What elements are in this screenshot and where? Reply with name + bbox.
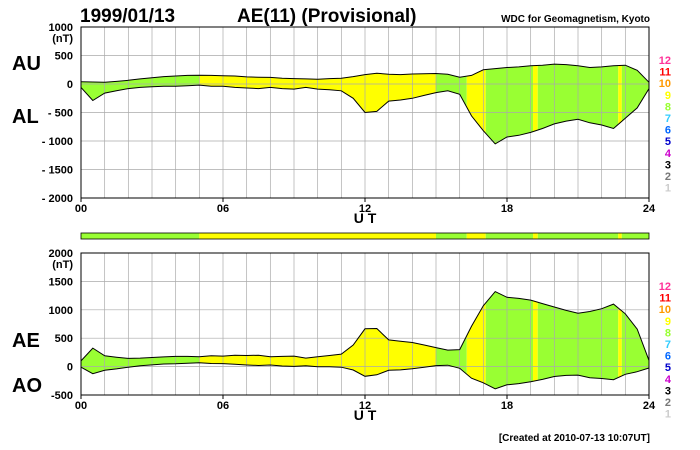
au-al-band-fill bbox=[618, 65, 622, 125]
au-al-series-al bbox=[80, 84, 650, 145]
station-strip-segment bbox=[199, 233, 436, 239]
ae-ao-xtick-label: 24 bbox=[643, 400, 656, 412]
au-al-bands bbox=[81, 64, 649, 144]
ae-ao-band-fill bbox=[81, 348, 200, 374]
au-al-legend-item-11: 11 bbox=[659, 67, 671, 79]
station-strip-segment bbox=[533, 233, 538, 239]
ae-ao-legend-item-4: 4 bbox=[665, 374, 672, 386]
au-al-ytick-label: 0 bbox=[67, 79, 73, 91]
ae-ao-xtick-label: 00 bbox=[75, 400, 87, 412]
ae-ao-band-fill bbox=[466, 302, 486, 385]
au-al-band-fill bbox=[436, 73, 467, 108]
ae-ao-legend-item-3: 3 bbox=[665, 385, 671, 397]
au-al-band-fill bbox=[466, 69, 486, 134]
station-strip-segment bbox=[485, 233, 534, 239]
ae-ao-legend-item-7: 7 bbox=[665, 339, 671, 351]
ae-ao-ytick-label: 1500 bbox=[49, 276, 73, 288]
ae-ao-ytick-label: 2000 bbox=[49, 248, 73, 260]
created-timestamp: [Created at 2010-07-13 10:07UT] bbox=[499, 433, 650, 444]
ae-ao-band-fill bbox=[485, 291, 534, 389]
ae-ao-xtick-label: 06 bbox=[217, 400, 229, 412]
au-al-legend-item-3: 3 bbox=[665, 159, 671, 171]
au-al-band-fill bbox=[621, 65, 649, 122]
ae-ao-legend-item-9: 9 bbox=[665, 316, 671, 328]
ae-ao-band-fill bbox=[621, 310, 649, 376]
ae-ao-ytick-label: -500 bbox=[51, 390, 73, 402]
source-label: WDC for Geomagnetism, Kyoto bbox=[501, 14, 650, 25]
station-strip-segment bbox=[436, 233, 467, 239]
au-al-legend-item-9: 9 bbox=[665, 90, 671, 102]
ae-ao-legend-item-2: 2 bbox=[665, 397, 671, 409]
ae-ao-band-fill bbox=[533, 300, 538, 382]
au-al-band-fill bbox=[485, 65, 534, 144]
ae-ao-legend-item-6: 6 bbox=[665, 351, 671, 363]
ae-ao-xtick-label: 12 bbox=[359, 400, 371, 412]
ae-ao-ytick-label: 1000 bbox=[49, 305, 73, 317]
au-al-ytick-label: - 2000 bbox=[42, 193, 73, 205]
au-al-label-au: AU bbox=[12, 53, 41, 75]
au-al-legend-item-12: 12 bbox=[659, 55, 671, 67]
ae-ao-ytick-label: 500 bbox=[55, 333, 73, 345]
au-al-legend-item-8: 8 bbox=[665, 101, 671, 113]
ae-ao-band-fill bbox=[436, 335, 467, 375]
au-al-xtick-label: 06 bbox=[217, 203, 229, 215]
station-strip-segment bbox=[81, 233, 200, 239]
ae-ao-xtick-label: 18 bbox=[501, 400, 513, 412]
au-al-xlabel: U T bbox=[354, 210, 377, 226]
station-strip-segment bbox=[621, 233, 649, 239]
station-strip-segment bbox=[537, 233, 619, 239]
ae-ao-legend-item-11: 11 bbox=[659, 293, 671, 305]
ae-ao-label-ae: AE bbox=[12, 330, 40, 352]
date-label: 1999/01/13 bbox=[80, 6, 175, 27]
au-al-legend-item-4: 4 bbox=[665, 148, 672, 160]
au-al-legend-item-10: 10 bbox=[659, 78, 671, 90]
au-al-legend-item-7: 7 bbox=[665, 113, 671, 125]
ae-ao-series-ae bbox=[80, 290, 650, 362]
chart-title: AE(11) (Provisional) bbox=[237, 6, 417, 27]
au-al-band-fill bbox=[199, 73, 436, 113]
ae-ao-legend-item-1: 1 bbox=[665, 409, 671, 421]
ae-ao-legend-item-8: 8 bbox=[665, 327, 671, 339]
au-al-unit-label: (nT) bbox=[52, 33, 73, 45]
au-al-xtick-label: 00 bbox=[75, 203, 87, 215]
ae-ao-band-fill bbox=[618, 307, 622, 378]
ae-ao-ytick-label: 0 bbox=[67, 362, 73, 374]
au-al-xtick-label: 12 bbox=[359, 203, 371, 215]
au-al-band-fill bbox=[81, 75, 200, 101]
au-al-ytick-label: - 1000 bbox=[42, 136, 73, 148]
ae-ao-legend-item-10: 10 bbox=[659, 304, 671, 316]
au-al-legend-item-6: 6 bbox=[665, 125, 671, 137]
au-al-legend-item-2: 2 bbox=[665, 171, 671, 183]
ae-ao-band-fill bbox=[199, 328, 436, 377]
au-al-series-au bbox=[80, 63, 650, 83]
ae-ao-xlabel: U T bbox=[354, 407, 377, 423]
au-al-xtick-label: 24 bbox=[643, 203, 656, 215]
au-al-label-al: AL bbox=[12, 106, 39, 128]
au-al-ytick-label: - 500 bbox=[48, 108, 73, 120]
ae-ao-legend-item-12: 12 bbox=[659, 281, 671, 293]
au-al-ytick-label: 1000 bbox=[49, 22, 73, 34]
ae-ao-label-ao: AO bbox=[12, 375, 42, 397]
au-al-legend-item-5: 5 bbox=[665, 136, 671, 148]
au-al-ytick-label: 500 bbox=[55, 51, 73, 63]
au-al-legend-item-1: 1 bbox=[665, 183, 671, 195]
station-strip-frame bbox=[80, 232, 650, 240]
ae-ao-series-ao bbox=[80, 362, 650, 390]
au-al-ytick-label: - 1500 bbox=[42, 165, 73, 177]
station-strip-segment bbox=[618, 233, 622, 239]
au-al-band-fill bbox=[533, 65, 538, 132]
station-strip-segment bbox=[466, 233, 486, 239]
au-al-xtick-label: 18 bbox=[501, 203, 513, 215]
ae-ao-unit-label: (nT) bbox=[52, 259, 73, 271]
ae-ao-bands bbox=[81, 291, 649, 389]
ae-ao-legend-item-5: 5 bbox=[665, 362, 671, 374]
